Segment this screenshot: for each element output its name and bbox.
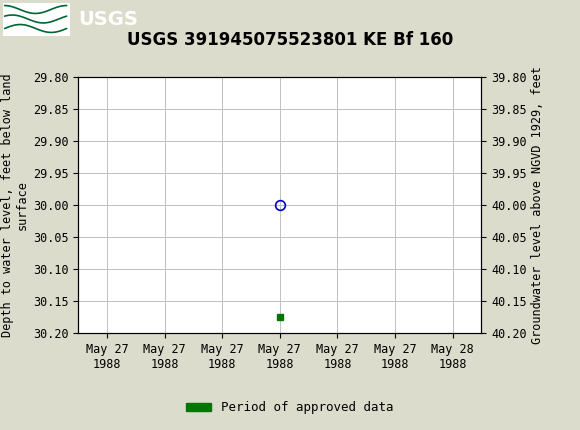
Y-axis label: Groundwater level above NGVD 1929, feet: Groundwater level above NGVD 1929, feet (531, 66, 544, 344)
Y-axis label: Depth to water level, feet below land
surface: Depth to water level, feet below land su… (1, 74, 29, 337)
Text: USGS 391945075523801 KE Bf 160: USGS 391945075523801 KE Bf 160 (127, 31, 453, 49)
Legend: Period of approved data: Period of approved data (181, 396, 399, 419)
Bar (3, 3, 70, 37)
Text: USGS: USGS (78, 10, 138, 29)
